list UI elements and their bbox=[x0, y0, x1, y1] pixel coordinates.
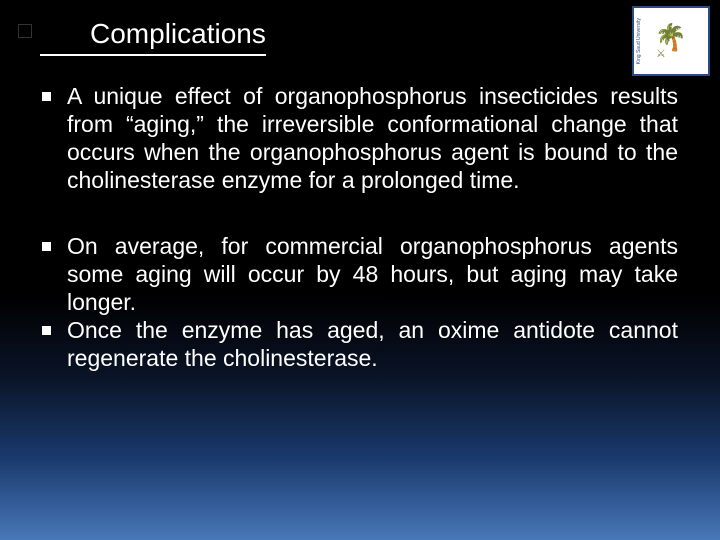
swords-icon: ⚔ bbox=[656, 47, 666, 60]
slide: Complications King Saud University 🌴 ⚔ A… bbox=[0, 0, 720, 540]
bullet-item: Once the enzyme has aged, an oxime antid… bbox=[42, 316, 678, 372]
title-area: Complications bbox=[40, 18, 600, 56]
bullet-block: Once the enzyme has aged, an oxime antid… bbox=[42, 316, 678, 372]
bullet-item: On average, for commercial organophospho… bbox=[42, 232, 678, 316]
bullet-text: Once the enzyme has aged, an oxime antid… bbox=[67, 316, 678, 372]
bullet-item: A unique effect of organophosphorus inse… bbox=[42, 82, 678, 194]
bullet-text: On average, for commercial organophospho… bbox=[67, 232, 678, 316]
title-accent-square bbox=[18, 24, 32, 38]
bullet-block: A unique effect of organophosphorus inse… bbox=[42, 82, 678, 194]
content-area: A unique effect of organophosphorus inse… bbox=[42, 82, 678, 372]
bullet-marker-icon bbox=[42, 326, 51, 335]
bullet-text: A unique effect of organophosphorus inse… bbox=[67, 82, 678, 194]
university-logo: King Saud University 🌴 ⚔ bbox=[632, 6, 710, 76]
bullet-marker-icon bbox=[42, 242, 51, 251]
logo-text-english: King Saud University bbox=[636, 18, 642, 64]
logo-emblem: 🌴 ⚔ bbox=[652, 22, 690, 60]
bullet-marker-icon bbox=[42, 92, 51, 101]
bullet-block: On average, for commercial organophospho… bbox=[42, 232, 678, 316]
slide-title: Complications bbox=[40, 18, 266, 56]
